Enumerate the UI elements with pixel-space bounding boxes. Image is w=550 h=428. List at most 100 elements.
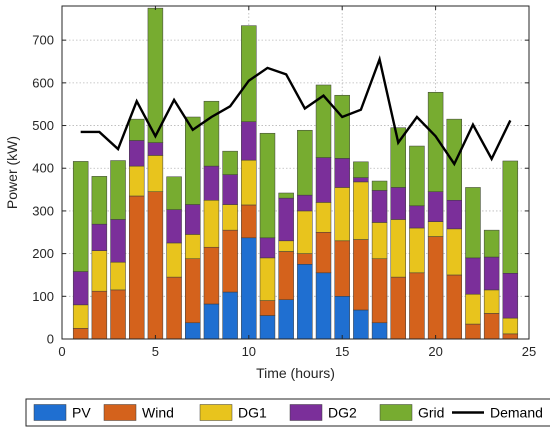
- bar-grid-hour-23: [483, 229, 500, 258]
- bar-dg2-hour-2: [91, 223, 108, 251]
- bar-wind-hour-6: [166, 276, 182, 340]
- bar-grid-hour-10: [241, 25, 257, 122]
- bar-wind-hour-13: [297, 253, 313, 265]
- bar-wind-hour-10: [241, 204, 257, 239]
- bar-dg2-hour-20: [427, 191, 444, 222]
- bar-grid-hour-6: [166, 176, 182, 210]
- y-tick-label: 200: [32, 246, 54, 261]
- bar-grid-hour-19: [409, 145, 425, 207]
- bar-dg1-hour-23: [483, 289, 500, 314]
- legend-swatch-grid: [379, 404, 413, 421]
- bar-grid-hour-22: [465, 187, 481, 259]
- bar-dg1-hour-1: [72, 304, 89, 329]
- bar-dg2-hour-23: [483, 256, 500, 291]
- bar-dg2-hour-15: [334, 158, 350, 188]
- x-axis-label: Time (hours): [256, 365, 335, 381]
- bar-grid-hour-13: [297, 129, 313, 196]
- bar-dg2-hour-16: [353, 177, 369, 183]
- bar-dg2-hour-14: [315, 157, 332, 203]
- bar-dg2-hour-6: [166, 209, 182, 244]
- legend-label-wind: Wind: [142, 405, 174, 421]
- bar-pv-hour-9: [222, 291, 238, 340]
- demand-line: [80, 55, 512, 167]
- bar-dg2-hour-1: [72, 271, 89, 306]
- legend-swatch-wind: [103, 404, 137, 421]
- x-tick-label: 0: [58, 344, 65, 359]
- bar-grid-hour-24: [502, 160, 519, 274]
- bar-dg1-hour-5: [147, 155, 164, 192]
- bar-dg1-hour-11: [259, 257, 276, 301]
- y-tick-label: 100: [32, 289, 54, 304]
- bar-grid-hour-1: [72, 161, 89, 272]
- bar-dg1-hour-19: [409, 227, 425, 274]
- bar-dg1-hour-10: [241, 159, 257, 206]
- bar-pv-hour-12: [278, 299, 294, 340]
- y-tick-label: 400: [32, 161, 54, 176]
- bar-grid-hour-21: [446, 118, 463, 201]
- y-tick-label: 700: [32, 33, 54, 48]
- legend-label-dg2: DG2: [328, 405, 357, 421]
- y-tick-label: 0: [47, 332, 54, 347]
- y-tick-label: 500: [32, 118, 54, 133]
- bar-dg1-hour-2: [91, 250, 108, 292]
- bar-dg2-hour-8: [203, 165, 220, 201]
- bar-wind-hour-8: [203, 246, 220, 305]
- bar-dg1-hour-3: [110, 261, 126, 291]
- bar-pv-hour-16: [353, 309, 369, 340]
- bar-wind-hour-2: [91, 290, 108, 340]
- bar-wind-hour-4: [128, 195, 145, 340]
- bar-pv-hour-7: [185, 322, 201, 340]
- bar-grid-hour-3: [110, 160, 126, 220]
- bar-dg1-hour-13: [297, 210, 313, 254]
- legend-label-dg1: DG1: [238, 405, 267, 421]
- bar-dg1-hour-21: [446, 228, 463, 276]
- bar-grid-hour-16: [353, 161, 369, 178]
- bar-dg1-hour-14: [315, 202, 332, 233]
- bar-grid-hour-11: [259, 132, 276, 239]
- bar-grid-hour-7: [185, 116, 201, 205]
- demand-line-layer: [80, 55, 512, 167]
- bar-wind-hour-23: [483, 313, 500, 340]
- bar-wind-hour-3: [110, 289, 126, 340]
- x-tick-label: 15: [335, 344, 349, 359]
- bar-wind-hour-18: [390, 276, 406, 340]
- y-tick-label: 300: [32, 203, 54, 218]
- bar-wind-hour-12: [278, 251, 294, 300]
- bar-wind-hour-1: [72, 328, 89, 340]
- bar-dg2-hour-3: [110, 219, 126, 263]
- legend-label-pv: PV: [72, 405, 91, 421]
- bar-dg2-hour-10: [241, 121, 257, 161]
- bar-pv-hour-8: [203, 303, 220, 340]
- bar-dg1-hour-16: [353, 181, 369, 240]
- bar-pv-hour-13: [297, 264, 313, 340]
- bar-dg1-hour-24: [502, 317, 519, 335]
- bar-dg1-hour-8: [203, 200, 220, 248]
- bar-wind-hour-11: [259, 300, 276, 316]
- bar-grid-hour-20: [427, 91, 444, 192]
- legend: PV Wind DG1 DG2 Grid Demand: [25, 398, 550, 427]
- bar-dg2-hour-21: [446, 200, 463, 230]
- bar-grid-hour-4: [128, 118, 145, 141]
- bar-wind-hour-14: [315, 232, 332, 274]
- bar-grid-hour-14: [315, 84, 332, 158]
- bar-dg1-hour-12: [278, 240, 294, 252]
- bar-dg2-hour-17: [371, 190, 388, 223]
- bar-dg2-hour-12: [278, 197, 294, 242]
- bar-dg2-hour-11: [259, 237, 276, 259]
- bar-wind-hour-16: [353, 239, 369, 311]
- bar-dg2-hour-19: [409, 205, 425, 229]
- x-tick-label: 20: [428, 344, 442, 359]
- bar-wind-hour-20: [427, 236, 444, 340]
- bar-wind-hour-19: [409, 272, 425, 340]
- bar-dg1-hour-22: [465, 293, 481, 325]
- legend-label-demand: Demand: [490, 405, 543, 421]
- bar-wind-hour-7: [185, 258, 201, 324]
- y-tick-label: 600: [32, 75, 54, 90]
- bars: [72, 7, 519, 340]
- bar-dg1-hour-17: [371, 222, 388, 259]
- bar-dg1-hour-6: [166, 242, 182, 278]
- bar-wind-hour-24: [502, 333, 519, 340]
- bar-dg2-hour-5: [147, 142, 164, 156]
- bar-wind-hour-5: [147, 191, 164, 340]
- bar-dg2-hour-9: [222, 174, 238, 205]
